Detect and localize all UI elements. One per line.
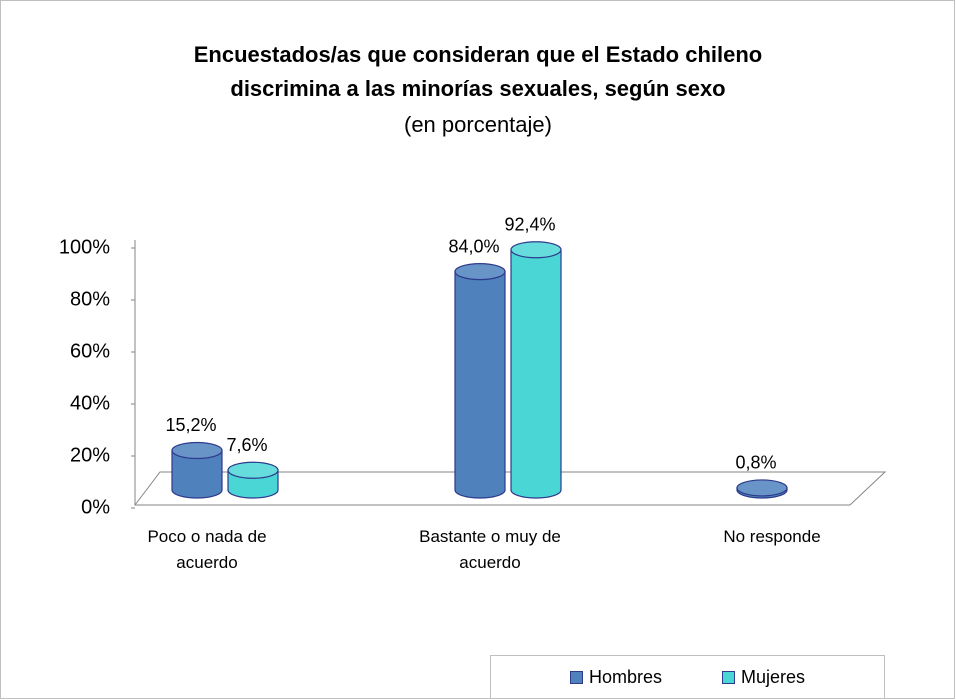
bar-top xyxy=(171,441,223,460)
legend-label: Mujeres xyxy=(741,666,806,687)
bar-body xyxy=(454,271,506,499)
y-tick-label: 100% xyxy=(59,236,110,258)
floor xyxy=(133,471,887,506)
x-tick-label: Poco o nada de acuerdo xyxy=(147,527,267,572)
bar-body xyxy=(171,449,223,499)
x-tick-label: No responde xyxy=(723,527,821,546)
legend-item: Mujeres xyxy=(722,667,805,688)
legend-swatch xyxy=(722,670,735,684)
legend-swatch xyxy=(569,670,583,684)
y-tick-label: 0% xyxy=(81,496,110,518)
y-tick-label: 80% xyxy=(70,288,110,310)
data-label: 0,8% xyxy=(735,453,776,473)
bar-top xyxy=(227,461,279,479)
bar-top xyxy=(510,241,562,259)
y-tick-label: 60% xyxy=(70,340,110,362)
y-tick-label: 40% xyxy=(70,392,110,414)
x-tick-label: Bastante o muy de acuerdo xyxy=(419,527,561,572)
data-label: 92,4% xyxy=(504,215,555,235)
data-label: 84,0% xyxy=(448,236,499,256)
legend: Hombres Mujeres xyxy=(490,655,885,699)
data-label: 7,6% xyxy=(226,435,267,455)
data-label: 15,2% xyxy=(165,415,216,435)
bar-top xyxy=(454,263,506,281)
chart-title: Encuestados/as que consideran que el Est… xyxy=(193,42,763,101)
chart-subtitle: (en porcentaje) xyxy=(404,112,552,137)
legend-label: Hombres xyxy=(588,666,662,687)
bar-body xyxy=(510,249,562,499)
y-tick-label: 20% xyxy=(70,444,110,466)
legend-item: Hombres xyxy=(569,666,662,688)
bar-top xyxy=(736,479,788,497)
